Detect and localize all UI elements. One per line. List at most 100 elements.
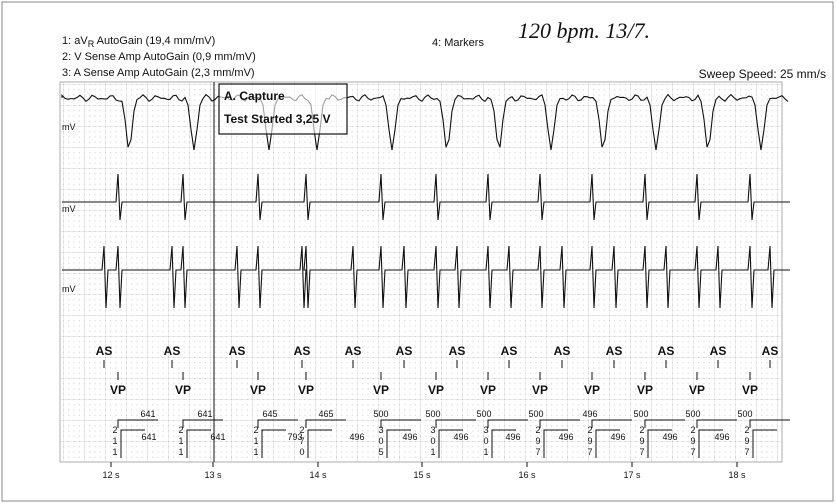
interval-upper: 500 [425, 409, 440, 419]
channel-2-wave [62, 173, 790, 221]
labels: mV mV mV AS AS AS AS AS AS AS AS AS AS AS AS AS VP VP VP VP… [62, 122, 790, 480]
interval-bracket-lower [438, 429, 463, 458]
interval-lower: 496 [558, 432, 573, 442]
interval-vertical: 305 [376, 425, 386, 458]
time-label: 15 s [413, 470, 431, 480]
interval-upper: 500 [737, 409, 752, 419]
interval-vertical: 211 [251, 425, 261, 458]
interval-bracket [182, 419, 223, 428]
time-label: 18 s [728, 470, 746, 480]
interval-vertical: 297 [533, 425, 543, 458]
channel-1-wave [61, 93, 789, 151]
atrial-marker: AS [345, 344, 362, 358]
interval-upper: 500 [685, 409, 700, 419]
annotation-box [218, 83, 348, 135]
channel-3-wave [62, 245, 790, 309]
atrial-marker: AS [501, 344, 518, 358]
ventricular-marker: VP [532, 383, 548, 397]
interval-bracket-lower [752, 429, 777, 458]
atrial-marker: AS [710, 344, 727, 358]
unit-label: mV [62, 122, 76, 132]
interval-lower: 496 [505, 432, 520, 442]
interval-upper: 500 [528, 409, 543, 419]
channel-3-label: 3: A Sense Amp AutoGain (2,3 mm/mV) [62, 67, 255, 79]
atrial-marker: AS [449, 344, 466, 358]
interval-bracket-lower [491, 429, 516, 458]
atrial-marker: AS [164, 344, 181, 358]
channel-2-label: 2: V Sense Amp AutoGain (0,9 mm/mV) [62, 51, 256, 63]
interval-bracket [644, 419, 685, 428]
interval-bracket-lower [543, 429, 568, 458]
interval-bracket-lower [261, 429, 286, 458]
interval-bracket-lower [698, 429, 723, 458]
interval-bracket-lower [120, 429, 145, 458]
interval-upper: 500 [633, 409, 648, 419]
interval-bracket [487, 419, 528, 428]
ventricular-marker: VP [373, 383, 389, 397]
atrial-marker: AS [229, 344, 246, 358]
ventricular-marker: VP [689, 383, 705, 397]
interval-bracket-lower [307, 429, 332, 458]
interval-lower: 496 [349, 432, 364, 442]
interval-bracket-lower [647, 429, 672, 458]
time-label: 13 s [204, 470, 222, 480]
atrial-marker: AS [294, 344, 311, 358]
interval-bracket-lower [186, 429, 211, 458]
interval-vertical: 301 [481, 425, 491, 458]
ventricular-marker: VP [584, 383, 600, 397]
unit-label: mV [62, 284, 76, 294]
atrial-marker: AS [96, 344, 113, 358]
interval-bracket [117, 419, 158, 428]
interval-bracket [749, 419, 790, 428]
ventricular-marker: VP [742, 383, 758, 397]
ventricular-marker: VP [175, 383, 191, 397]
interval-vertical: 297 [688, 425, 698, 458]
interval-vertical: 211 [176, 425, 186, 458]
interval-lower: 496 [662, 432, 677, 442]
interval-bracket [435, 419, 476, 428]
time-label: 14 s [309, 470, 327, 480]
interval-lower: 641 [141, 432, 156, 442]
grid-major [59, 81, 783, 463]
interval-upper: 645 [262, 409, 277, 419]
ventricular-marker: VP [637, 383, 653, 397]
interval-bracket [696, 419, 737, 428]
waveforms [61, 93, 790, 309]
interval-vertical: 297 [585, 425, 595, 458]
ventricular-marker: VP [110, 383, 126, 397]
interval-lower: 496 [402, 432, 417, 442]
annotation-title: A. Capture [224, 89, 285, 103]
ventricular-marker: VP [250, 383, 266, 397]
interval-upper: 500 [476, 409, 491, 419]
sweep-speed: Sweep Speed: 25 mm/s [699, 67, 826, 81]
interval-bracket [539, 419, 580, 428]
atrial-marker: AS [762, 344, 779, 358]
handwritten-note: 120 bpm. 13/7. [518, 18, 650, 43]
interval-lower: 496 [714, 432, 729, 442]
interval-lower: 641 [210, 432, 225, 442]
interval-lower: 496 [610, 432, 625, 442]
unit-label: mV [62, 204, 76, 214]
interval-lower: 793 [287, 432, 302, 442]
interval-vertical: 301 [428, 425, 438, 458]
atrial-marker: AS [658, 344, 675, 358]
atrial-marker: AS [606, 344, 623, 358]
interval-bracket [591, 419, 632, 428]
interval-bracket [305, 419, 346, 428]
time-label: 16 s [518, 470, 536, 480]
interval-vertical: 297 [742, 425, 752, 458]
interval-upper: 641 [197, 409, 212, 419]
interval-lower: 496 [453, 432, 468, 442]
interval-upper: 641 [140, 409, 155, 419]
interval-upper: 465 [318, 409, 333, 419]
interval-upper: 500 [373, 409, 388, 419]
ventricular-marker: VP [428, 383, 444, 397]
interval-bracket-lower [386, 429, 411, 458]
interval-upper: 496 [582, 409, 597, 419]
ventricular-marker: VP [298, 383, 314, 397]
interval-vertical: 297 [637, 425, 647, 458]
time-label: 12 s [102, 470, 120, 480]
interval-bracket [380, 419, 421, 428]
